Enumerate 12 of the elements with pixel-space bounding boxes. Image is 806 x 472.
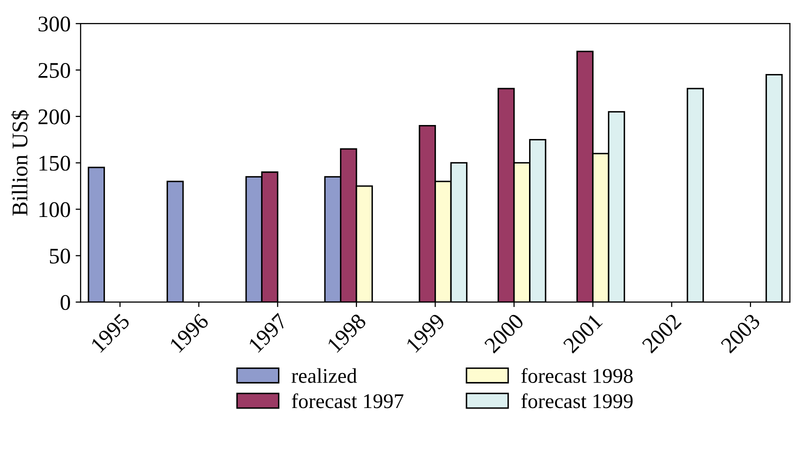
- y-tick-label: 100: [40, 202, 70, 218]
- y-tick-label: 50: [50, 248, 70, 264]
- legend-label: forecast 1999: [521, 393, 633, 408]
- y-tick-label: 150: [40, 156, 70, 171]
- y-tick-label: 300: [38, 16, 70, 32]
- y-axis-title: Billion US$: [11, 110, 29, 216]
- legend-label: forecast 1997: [292, 393, 404, 408]
- y-tick-label: 250: [38, 62, 70, 78]
- y-tick-label: 200: [38, 109, 70, 124]
- legend-label: realized: [292, 368, 357, 383]
- legend-label: forecast 1998: [521, 368, 633, 383]
- y-tick-label: 0: [60, 295, 70, 310]
